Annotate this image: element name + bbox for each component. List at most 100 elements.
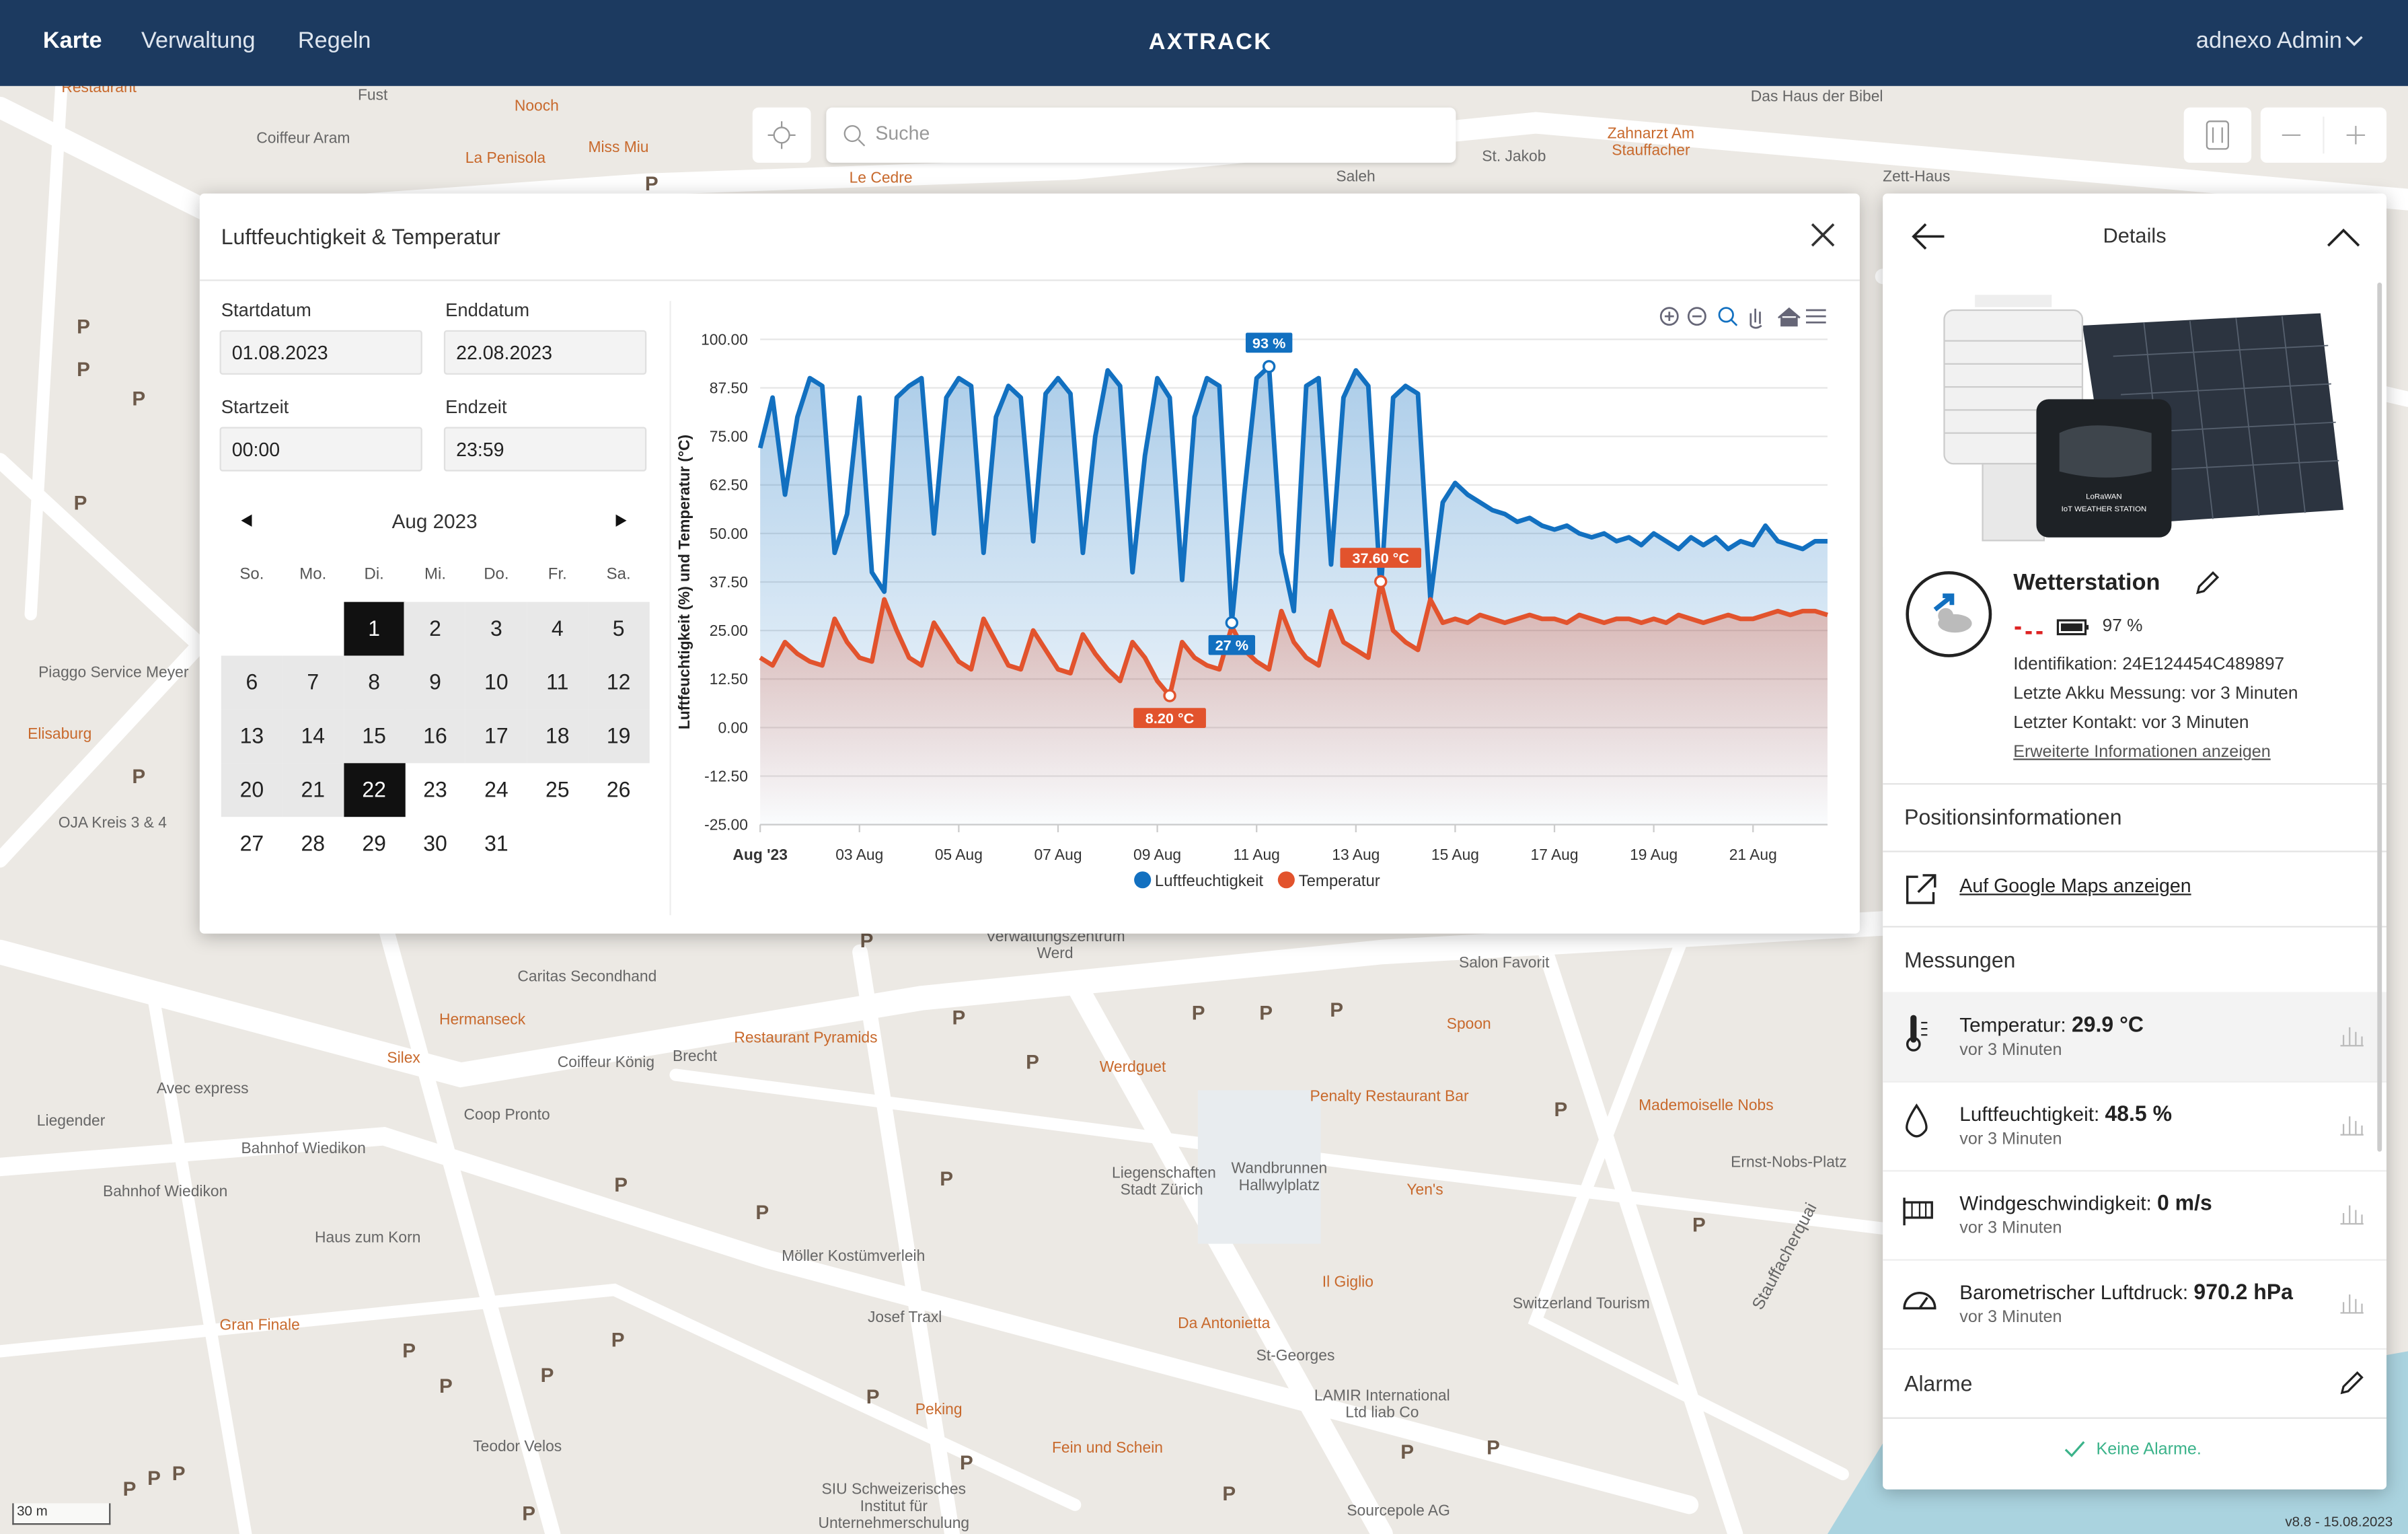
weekday: So. <box>239 564 264 584</box>
next-month[interactable] <box>613 513 628 528</box>
device-name: Wetterstation <box>2013 569 2160 596</box>
calendar-day[interactable]: 6 <box>221 655 283 710</box>
calendar-day[interactable]: 31 <box>484 830 509 856</box>
more-info-link[interactable]: Erweiterte Informationen anzeigen <box>2013 743 2271 762</box>
calendar-day[interactable]: 21 <box>282 763 344 817</box>
calendar-day[interactable]: 24 <box>484 776 509 802</box>
calendar-day[interactable]: 17 <box>465 709 527 764</box>
parking-icon: P <box>540 1363 554 1387</box>
measurement-value: 0 m/s <box>2157 1190 2212 1215</box>
modal-title: Luftfeuchtigkeit & Temperatur <box>221 224 500 249</box>
measurement-row: Temperatur: 29.9 °C vor 3 Minuten <box>1883 992 2387 1083</box>
chevron <box>2345 36 2363 46</box>
measurement-time: vor 3 Minuten <box>1959 1130 2062 1149</box>
calendar-day[interactable]: 16 <box>404 709 466 764</box>
calendar-day[interactable]: 11 <box>527 655 589 710</box>
parking-icon: P <box>1554 1097 1568 1122</box>
parking-icon: P <box>77 314 90 338</box>
parking-icon: P <box>1330 998 1344 1021</box>
calendar-day[interactable]: 25 <box>545 776 570 802</box>
locate-button[interactable] <box>752 107 811 163</box>
measurement-icon <box>1906 1103 1928 1138</box>
calendar-day[interactable]: 8 <box>343 655 405 710</box>
parking-icon: P <box>1222 1482 1236 1505</box>
parking-icon: P <box>132 387 146 410</box>
map-label: Coop Pronto <box>463 1107 550 1124</box>
map-label: Saleh <box>1336 169 1376 186</box>
zoom-buttons[interactable] <box>2260 107 2387 163</box>
nav-item[interactable]: Regeln <box>297 28 371 54</box>
back-button[interactable] <box>1910 221 1947 252</box>
parking-icon: P <box>77 357 90 381</box>
edit-alarms[interactable] <box>2337 1370 2365 1397</box>
filter-button[interactable] <box>2183 107 2252 163</box>
calendar-day[interactable]: 14 <box>282 709 344 764</box>
battery-time: Letzte Akku Messung: vor 3 Minuten <box>2013 684 2298 704</box>
measurement-row: Windgeschwindigkeit: 0 m/s vor 3 Minuten <box>1883 1170 2387 1261</box>
map-label: Coiffeur König <box>557 1054 655 1072</box>
calendar-day[interactable]: 20 <box>221 763 283 817</box>
calendar-day[interactable]: 2 <box>404 601 466 656</box>
search-bar[interactable]: Suche <box>826 107 1456 163</box>
map-label: Fust <box>357 87 388 105</box>
calendar-day[interactable]: 12 <box>587 655 650 710</box>
calendar-day[interactable]: 5 <box>587 601 650 656</box>
calendar-day[interactable]: 19 <box>587 709 650 764</box>
parking-icon: P <box>614 1173 628 1196</box>
weekday: Mi. <box>424 564 447 584</box>
nav-item[interactable]: Verwaltung <box>141 28 256 54</box>
prev-month[interactable] <box>239 513 255 528</box>
calendar-day[interactable]: 30 <box>423 830 447 856</box>
logo[interactable]: AXTRACK <box>1148 29 1273 56</box>
map-label: Restaurant Pyramids <box>734 1030 878 1048</box>
map-label: Bahnhof Wiedikon <box>241 1140 366 1158</box>
end-time-input[interactable]: 23:59 <box>443 427 647 472</box>
device-icon <box>1906 571 1992 657</box>
calendar-day[interactable]: 27 <box>239 830 264 856</box>
edit-button[interactable] <box>2193 570 2220 597</box>
calendar-day[interactable]: 9 <box>404 655 466 710</box>
measurements-title: Messungen <box>1904 947 2016 972</box>
history-button[interactable] <box>2337 1201 2365 1226</box>
calendar-day[interactable]: 4 <box>527 601 589 656</box>
map-label: Peking <box>915 1401 963 1419</box>
calendar-day[interactable]: 29 <box>362 830 386 856</box>
calendar-day[interactable]: 13 <box>221 709 283 764</box>
nav-item[interactable]: Karte <box>42 28 102 54</box>
calendar-month: Aug 2023 <box>391 509 478 533</box>
calendar-day[interactable]: 3 <box>465 601 527 656</box>
measurement-label: Barometrischer Luftdruck: <box>1959 1280 2189 1304</box>
maps-link[interactable]: Auf Google Maps anzeigen <box>1959 875 2191 897</box>
measurement-value: 970.2 hPa <box>2193 1279 2293 1304</box>
close-button[interactable] <box>1809 221 1837 249</box>
map-label: Möller Kostümverleih <box>782 1248 926 1266</box>
start-date-input[interactable]: 01.08.2023 <box>219 330 422 375</box>
calendar-day[interactable]: 10 <box>465 655 527 710</box>
version: v8.8 - 15.08.2023 <box>2285 1514 2393 1530</box>
search-placeholder: Suche <box>875 122 930 145</box>
user-menu[interactable]: adnexo Admin <box>2195 28 2342 54</box>
calendar-day[interactable]: 15 <box>343 709 405 764</box>
measurement-time: vor 3 Minuten <box>1959 1219 2062 1238</box>
image-caption: IoT WEATHER STATION <box>2062 505 2147 513</box>
calendar-day[interactable]: 26 <box>606 776 631 802</box>
calendar-day[interactable]: 28 <box>301 830 326 856</box>
weekday: Di. <box>364 564 384 584</box>
map-label: Liegenschaften Stadt Zürich <box>1112 1165 1216 1200</box>
map-label: Bahnhof Wiedikon <box>102 1183 228 1201</box>
map-label: Teodor Velos <box>473 1438 562 1456</box>
calendar-day[interactable]: 18 <box>527 709 589 764</box>
start-time-input[interactable]: 00:00 <box>219 427 422 472</box>
history-button[interactable] <box>2337 1023 2365 1048</box>
weekday: Mo. <box>299 564 327 584</box>
calendar-day[interactable]: 7 <box>282 655 344 710</box>
collapse-button[interactable] <box>2325 224 2362 249</box>
history-button[interactable] <box>2337 1290 2365 1315</box>
calendar: So. Mo. Di. Mi. Do. Fr. Sa. 1 2 3 4 5 6 7 8 9 10 11 12 13 14… <box>221 565 651 872</box>
end-date-input[interactable]: 22.08.2023 <box>443 330 647 375</box>
calendar-day[interactable]: 23 <box>423 776 447 802</box>
calendar-day[interactable]: 22 <box>343 763 405 817</box>
calendar-day[interactable]: 1 <box>343 601 405 656</box>
start-date-label: Startdatum <box>221 299 311 321</box>
history-button[interactable] <box>2337 1111 2365 1136</box>
